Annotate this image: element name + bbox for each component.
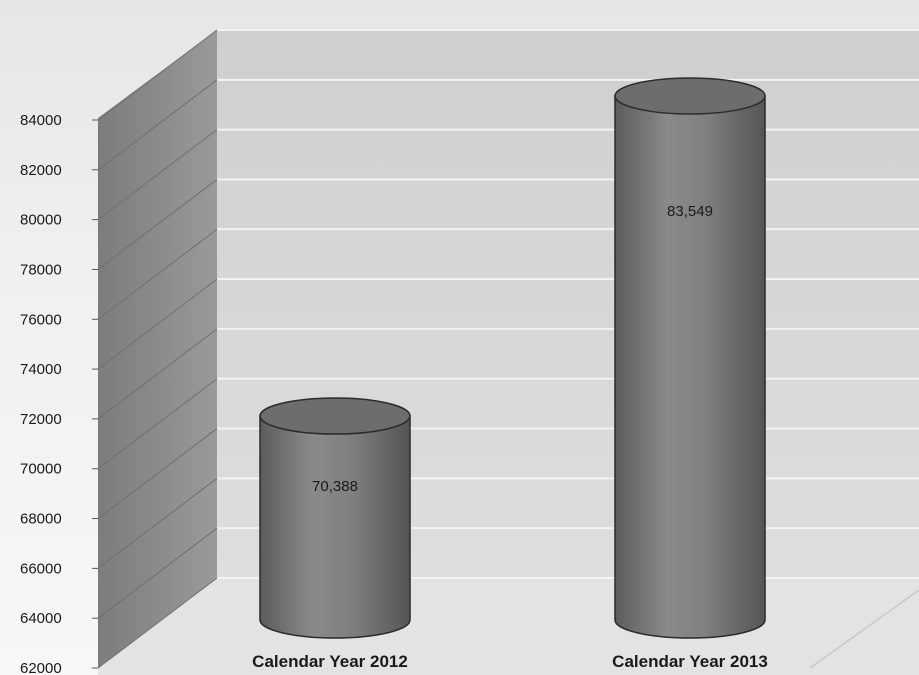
bars: 70,388 83,549 (259, 77, 766, 639)
data-label: 70,388 (312, 478, 358, 495)
floor-edge (809, 589, 919, 669)
side-gridline (97, 228, 218, 320)
x-tick-label: Calendar Year 2013 (612, 652, 768, 671)
y-tick-label: 74000 (20, 361, 62, 378)
bar-top (614, 77, 766, 115)
side-gridline (97, 477, 218, 569)
side-gridline (97, 527, 218, 619)
y-tick-label: 80000 (20, 212, 62, 229)
x-axis: Calendar Year 2012 Calendar Year 2013 (252, 652, 768, 671)
y-axis: 62000 64000 66000 68000 70000 72000 74000 76000… (20, 112, 98, 675)
side-gridline (97, 278, 218, 370)
y-tick-label: 76000 (20, 311, 62, 328)
y-tick-label: 84000 (20, 112, 62, 129)
y-tick-label: 72000 (20, 411, 62, 428)
side-gridline (97, 428, 218, 519)
y-tick-label: 68000 (20, 511, 62, 528)
data-label: 83,549 (667, 203, 713, 220)
side-gridline (97, 79, 218, 171)
bar-2: 83,549 (614, 77, 766, 639)
floor (98, 578, 919, 675)
y-tick-label: 62000 (20, 660, 62, 675)
side-gridline (97, 378, 218, 470)
y-tick-label: 78000 (20, 261, 62, 278)
gridlines (97, 29, 919, 669)
y-tick-label: 66000 (20, 560, 62, 577)
side-wall (98, 30, 217, 668)
bar-1: 70,388 (259, 397, 411, 639)
bar-top (259, 397, 411, 435)
side-gridline (97, 29, 218, 121)
side-gridline (97, 328, 218, 420)
side-gridline (97, 577, 218, 669)
y-tick-label: 70000 (20, 461, 62, 478)
bar-body (614, 95, 766, 639)
bar-body (259, 415, 411, 639)
x-tick-label: Calendar Year 2012 (252, 652, 408, 671)
side-gridline (97, 129, 218, 221)
side-gridline (97, 179, 218, 270)
y-tick-label: 64000 (20, 610, 62, 627)
y-tick-label: 82000 (20, 162, 62, 179)
